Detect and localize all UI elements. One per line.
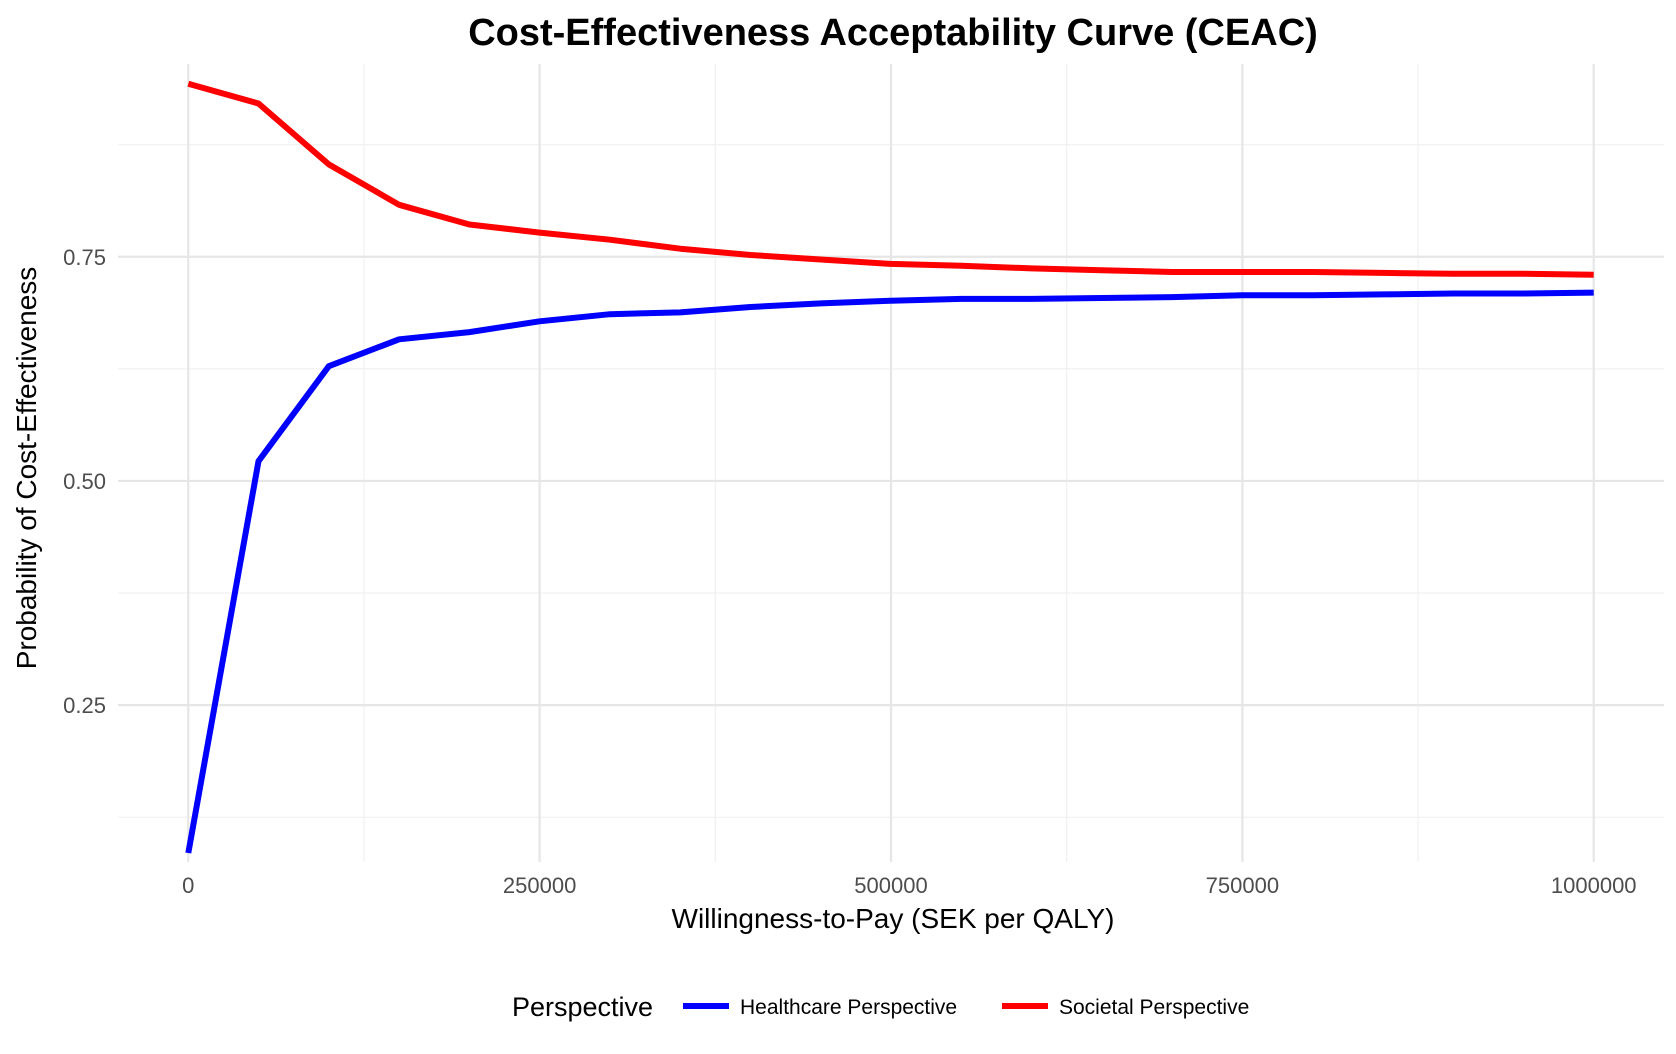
y-axis-title: Probability of Cost-Effectiveness [11,267,42,670]
chart-title: Cost-Effectiveness Acceptability Curve (… [468,12,1318,54]
series-line-societal [187,80,1594,278]
legend: Perspective Healthcare Perspective Socie… [512,992,1249,1022]
x-axis-ticks: 0 250000 500000 750000 1000000 [182,873,1636,898]
x-tick-label: 500000 [854,873,927,898]
grid-lines [118,64,1664,862]
legend-label-healthcare: Healthcare Perspective [740,996,957,1019]
y-axis-ticks: 0.25 0.50 0.75 [63,245,106,718]
series-lines [185,80,1594,854]
x-tick-label: 1000000 [1551,873,1637,898]
legend-label-societal: Societal Perspective [1059,996,1249,1019]
x-axis-title: Willingness-to-Pay (SEK per QALY) [672,903,1115,934]
x-tick-label: 0 [182,873,194,898]
series-line-healthcare [185,289,1594,854]
y-tick-label: 0.25 [63,693,106,718]
legend-title: Perspective [512,992,653,1022]
y-tick-label: 0.50 [63,469,106,494]
x-tick-label: 250000 [503,873,576,898]
x-tick-label: 750000 [1206,873,1279,898]
y-tick-label: 0.75 [63,245,106,270]
